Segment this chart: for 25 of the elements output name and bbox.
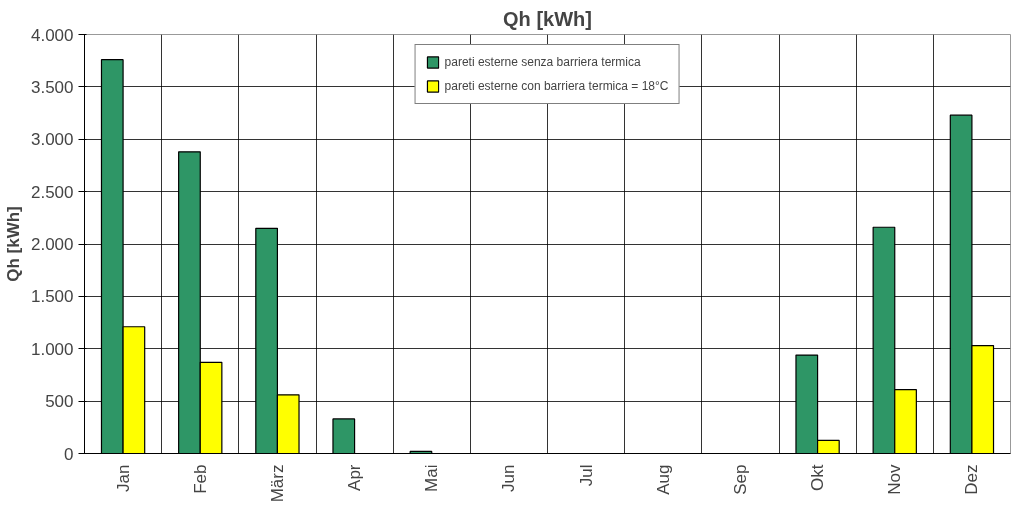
legend-label: pareti esterne senza barriera termica xyxy=(444,55,641,69)
x-tick-label: Mai xyxy=(422,464,442,492)
x-tick-label: Dez xyxy=(962,464,982,495)
y-tick-label: 2.000 xyxy=(30,235,74,254)
x-tick-label: Okt xyxy=(808,464,828,491)
x-tick-label: Jul xyxy=(576,464,596,487)
y-tick-label: 1.500 xyxy=(30,287,74,307)
x-tick-label: Jun xyxy=(499,464,519,492)
y-tick-label: 4.000 xyxy=(30,25,74,45)
x-tick-label: Apr xyxy=(345,464,365,491)
x-tick-label: März xyxy=(267,464,287,503)
x-tick-label: Aug xyxy=(653,464,673,495)
y-tick-label: 500 xyxy=(45,392,74,412)
legend-label: pareti esterne con barriera termica = 18°C xyxy=(444,79,669,93)
y-tick-label: 3.500 xyxy=(30,77,74,97)
x-tick-label: Nov xyxy=(885,464,905,495)
y-tick-label: 1.000 xyxy=(30,339,74,359)
y-axis-title: Qh [kWh] xyxy=(3,206,23,282)
y-tick-label: 0 xyxy=(64,444,74,464)
y-tick-label: 3.000 xyxy=(30,130,74,150)
chart-title: Qh [kWh] xyxy=(503,7,592,30)
y-tick-label: 2.500 xyxy=(30,182,74,202)
x-tick-label: Feb xyxy=(190,464,210,494)
x-tick-label: Jan xyxy=(113,464,133,492)
x-tick-label: Sep xyxy=(730,464,750,495)
